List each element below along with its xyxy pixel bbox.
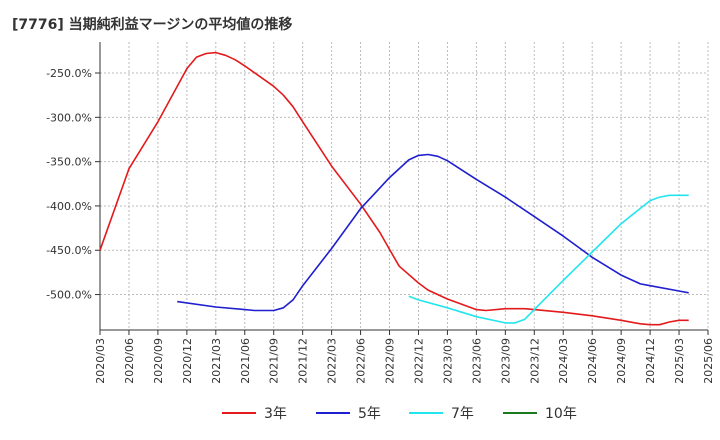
x-tick-label: 2023/06 (470, 338, 483, 384)
x-tick-label: 2024/12 (644, 338, 657, 384)
x-tick-label: 2021/09 (268, 338, 281, 384)
series-line-7y (408, 194, 689, 324)
x-tick-label: 2020/12 (181, 338, 194, 384)
x-tick-label: 2024/03 (557, 338, 570, 384)
legend-item-3y: 3年 (222, 401, 287, 425)
x-tick-label: 2024/06 (586, 338, 599, 384)
legend-label-5y: 5年 (358, 406, 381, 422)
x-tick-label: 2025/03 (673, 338, 686, 384)
y-tick-label: -350.0% (46, 156, 92, 169)
y-tick-label: -300.0% (46, 111, 92, 124)
x-tick-label: 2021/06 (239, 338, 252, 384)
legend: 3年 5年 7年 10年 (0, 401, 720, 425)
chart-title: [7776] 当期純利益マージンの平均値の推移 (12, 17, 293, 33)
legend-label-3y: 3年 (264, 406, 287, 422)
y-tick-labels: -250.0% -300.0% -350.0% -400.0% -450.0% -500.… (46, 67, 92, 302)
x-tick-label: 2022/06 (355, 338, 368, 384)
y-tick-label: -250.0% (46, 67, 92, 80)
legend-swatch-7y (409, 412, 443, 414)
legend-swatch-3y (222, 412, 256, 414)
legend-item-7y: 7年 (409, 401, 474, 425)
x-tick-label: 2024/09 (615, 338, 628, 384)
legend-label-10y: 10年 (545, 406, 577, 422)
legend-label-7y: 7年 (451, 406, 474, 422)
x-tick-label: 2022/12 (412, 338, 425, 384)
x-tick-label: 2023/03 (441, 338, 454, 384)
x-tick-label: 2022/03 (326, 338, 339, 384)
series-line-5y (177, 153, 689, 312)
axes (95, 42, 709, 335)
series-lines (99, 51, 689, 326)
y-tick-label: -500.0% (46, 289, 92, 302)
line-chart: -250.0% -300.0% -350.0% -400.0% -450.0% -500.… (46, 42, 715, 384)
series-line-3y (99, 51, 689, 326)
x-tick-label: 2021/03 (210, 338, 223, 384)
x-tick-label: 2025/06 (702, 338, 715, 384)
x-tick-label: 2023/09 (499, 338, 512, 384)
x-tick-label: 2022/09 (384, 338, 397, 384)
grid (99, 42, 709, 330)
y-tick-label: -450.0% (46, 244, 92, 257)
legend-swatch-10y (503, 412, 537, 414)
legend-swatch-5y (316, 412, 350, 414)
legend-item-5y: 5年 (316, 401, 381, 425)
legend-item-10y: 10年 (503, 401, 577, 425)
x-tick-labels: 2020/03 2020/06 2020/09 2020/12 2021/03 2021/… (94, 338, 715, 384)
x-tick-label: 2021/12 (297, 338, 310, 384)
x-tick-label: 2020/09 (152, 338, 165, 384)
x-tick-label: 2020/03 (94, 338, 107, 384)
y-tick-label: -400.0% (46, 200, 92, 213)
x-tick-label: 2020/06 (123, 338, 136, 384)
x-tick-label: 2023/12 (528, 338, 541, 384)
